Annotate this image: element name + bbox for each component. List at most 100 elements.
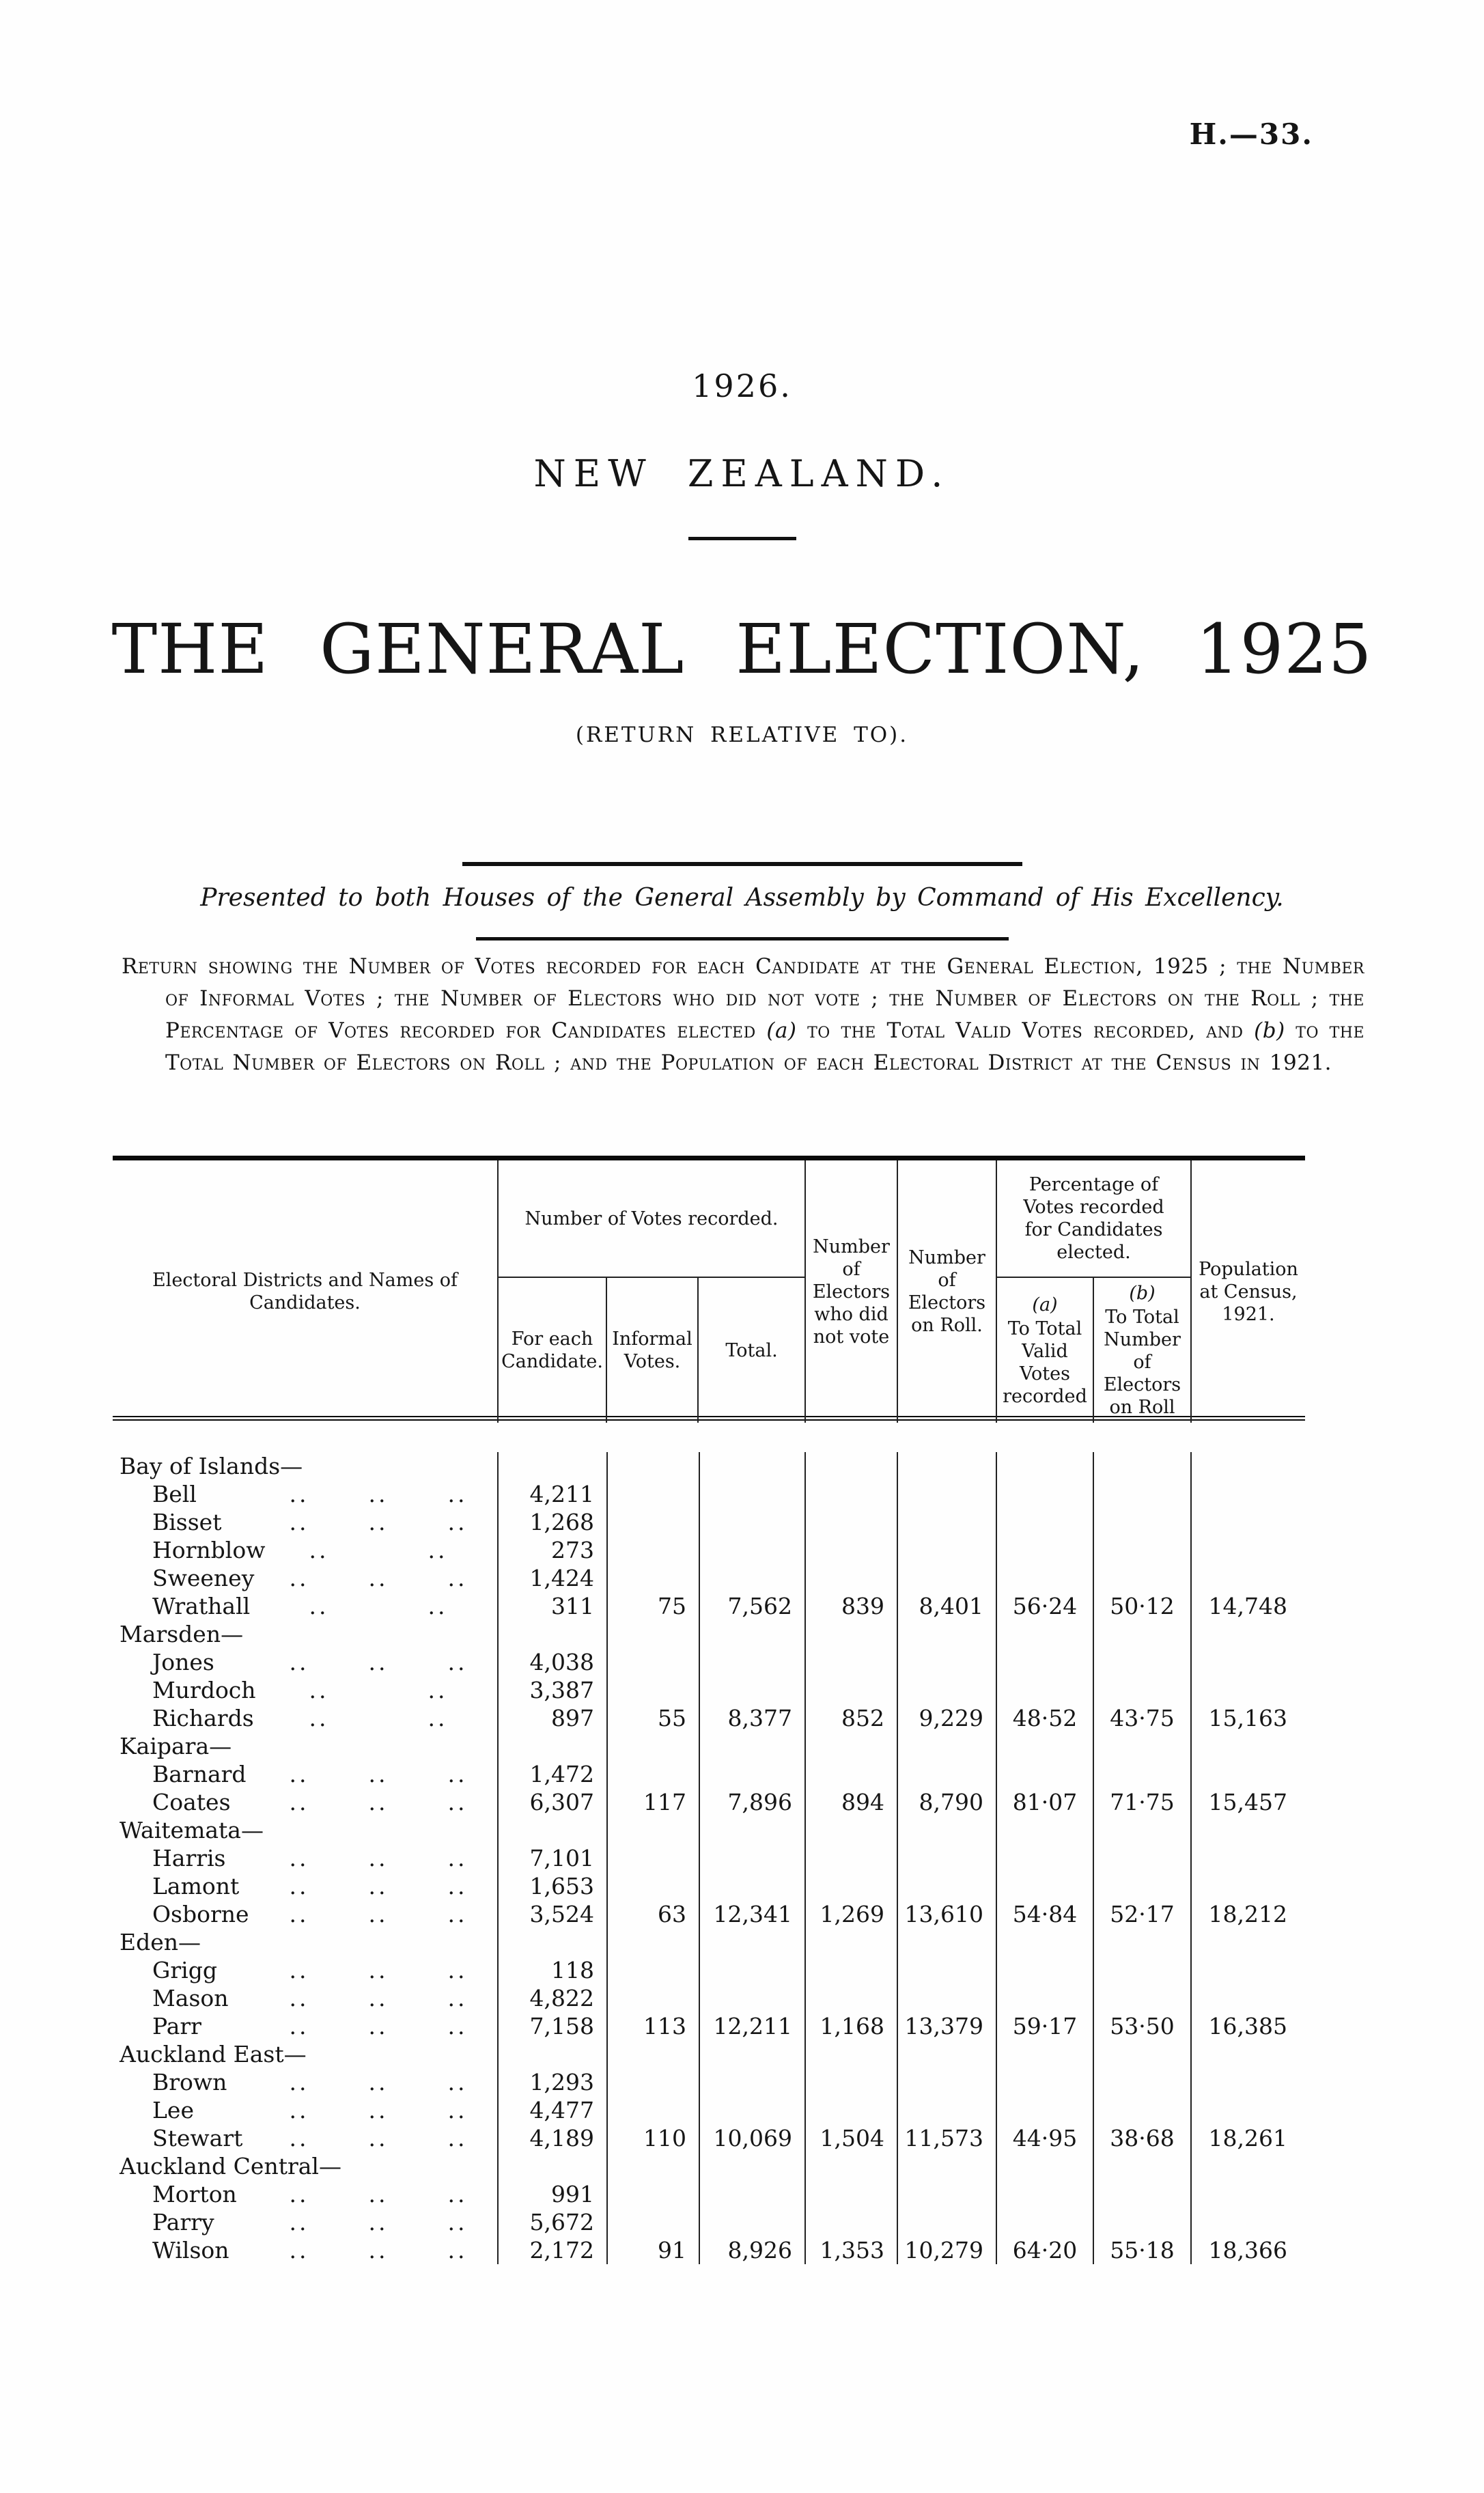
informal-votes-cell: [608, 1536, 700, 1564]
electors-on-roll-cell: 10,279: [898, 2236, 997, 2264]
informal-votes-cell: [608, 1928, 700, 1956]
pct-roll-cell: [1094, 1928, 1192, 1956]
dot-leader: ..: [447, 1873, 468, 1899]
population-cell: [1192, 2068, 1305, 2096]
dot-leader: ..: [447, 2181, 468, 2208]
dot-leader: ..: [428, 1537, 448, 1563]
electors-on-roll-cell: 9,229: [898, 1704, 997, 1732]
header-pct-valid: (a) To Total Valid Votes recorded: [997, 1278, 1094, 1423]
pct-valid-votes-cell: 56·24: [997, 1592, 1094, 1620]
total-votes-cell: [700, 2096, 806, 2124]
informal-votes-cell: [608, 1844, 700, 1872]
pct-valid-votes-cell: 44·95: [997, 2124, 1094, 2152]
informal-votes-cell: 110: [608, 2124, 700, 2152]
candidate-row: Jones...... 4,038: [113, 1648, 1305, 1676]
votes-cell: 3,387: [499, 1676, 608, 1704]
electors-on-roll-cell: [898, 1508, 997, 1536]
district-name-cell: Bay of Islands—: [113, 1452, 499, 1480]
total-votes-cell: [700, 2208, 806, 2236]
dot-leader: ..: [447, 1985, 468, 2011]
name-text: Waitemata—: [120, 1817, 264, 1843]
name-text: Harris: [152, 1845, 226, 1871]
total-votes-cell: [700, 1648, 806, 1676]
dot-leader: ..: [289, 2181, 309, 2208]
dot-leader: ..: [309, 1537, 329, 1563]
pct-roll-cell: 52·17: [1094, 1900, 1192, 1928]
electors-on-roll-cell: [898, 1452, 997, 1480]
district-row: Auckland Central—: [113, 2152, 1305, 2180]
did-not-vote-cell: [806, 1816, 898, 1844]
informal-votes-cell: 91: [608, 2236, 700, 2264]
header-not-vote-label: Number of Electors who did not vote: [812, 1236, 891, 1348]
population-cell: [1192, 1732, 1305, 1760]
candidate-name-cell: Bell......: [113, 1480, 499, 1508]
votes-cell: 311: [499, 1592, 608, 1620]
did-not-vote-cell: 1,269: [806, 1900, 898, 1928]
candidate-row: Richards.... 897 55 8,377 852 9,229 48·52 43·75…: [113, 1704, 1305, 1732]
population-cell: 18,366: [1208, 2237, 1287, 2264]
population-cell: [1192, 1452, 1305, 1480]
name-text: Bisset: [152, 1509, 222, 1535]
candidate-row: Bisset...... 1,268: [113, 1508, 1305, 1536]
did-not-vote-cell: [806, 1648, 898, 1676]
name-text: Eden—: [120, 1929, 201, 1955]
dot-leader: ..: [368, 1845, 389, 1871]
name-text: Barnard: [152, 1761, 247, 1787]
candidate-row: Murdoch.... 3,387: [113, 1676, 1305, 1704]
dot-leader: ..: [447, 1649, 468, 1675]
electors-on-roll-cell: [898, 1872, 997, 1900]
name-text: Lamont: [152, 1873, 240, 1899]
candidate-row: Wilson...... 2,172 91 8,926 1,353 10,279 64·20…: [113, 2236, 1305, 2264]
informal-votes-cell: [608, 1508, 700, 1536]
votes-cell: 2,172: [499, 2236, 608, 2264]
informal-votes-cell: [608, 1564, 700, 1592]
name-text: Sweeney: [152, 1565, 255, 1591]
electors-on-roll-cell: [898, 2096, 997, 2124]
electors-on-roll-cell: [898, 2180, 997, 2208]
name-text: Auckland East—: [120, 2041, 307, 2067]
dot-leader: ..: [368, 1789, 389, 1815]
candidate-row: Coates...... 6,307 117 7,896 894 8,790 81·07 71…: [113, 1788, 1305, 1816]
candidate-row: Stewart...... 4,189 110 10,069 1,504 11,573 44…: [113, 2124, 1305, 2152]
population-cell: 14,748: [1208, 1593, 1287, 1619]
electors-on-roll-cell: 11,573: [898, 2124, 997, 2152]
electors-on-roll-cell: [898, 1648, 997, 1676]
dot-leader: ..: [289, 2237, 309, 2264]
dot-leader: ..: [289, 1957, 309, 1983]
population-cell: [1192, 1872, 1305, 1900]
dot-leader: ..: [368, 1565, 389, 1591]
population-cell: 18,261: [1208, 2125, 1287, 2151]
dot-leader: ..: [447, 2125, 468, 2151]
dot-leader: ..: [368, 2069, 389, 2095]
votes-cell: 7,101: [499, 1844, 608, 1872]
header-not-vote: Number of Electors who did not vote: [806, 1160, 898, 1423]
pct-roll-cell: [1094, 2040, 1192, 2068]
total-votes-cell: [700, 1956, 806, 1984]
informal-votes-cell: [608, 1452, 700, 1480]
pct-valid-votes-cell: [997, 1676, 1094, 1704]
total-votes-cell: [700, 1984, 806, 2012]
did-not-vote-cell: 839: [806, 1592, 898, 1620]
dot-leader: ..: [447, 1509, 468, 1535]
population-cell: 16,385: [1208, 2013, 1287, 2039]
informal-votes-cell: [608, 2180, 700, 2208]
candidate-name-cell: Wrathall....: [113, 1592, 499, 1620]
total-votes-cell: [700, 1760, 806, 1788]
population-cell: [1192, 1928, 1305, 1956]
masthead-country: NEW ZEALAND.: [533, 452, 951, 495]
population-cell: [1192, 1676, 1305, 1704]
electors-on-roll-cell: [898, 1816, 997, 1844]
pct-valid-votes-cell: [997, 1452, 1094, 1480]
candidate-row: Parr...... 7,158 113 12,211 1,168 13,379 59·17…: [113, 2012, 1305, 2040]
pct-roll-cell: 55·18: [1094, 2236, 1192, 2264]
informal-votes-cell: 113: [608, 2012, 700, 2040]
dot-leader: ..: [368, 2209, 389, 2236]
informal-votes-cell: 75: [608, 1592, 700, 1620]
dot-leader: ..: [289, 1649, 309, 1675]
informal-votes-cell: [608, 1676, 700, 1704]
total-votes-cell: 12,211: [700, 2012, 806, 2040]
dot-leader: ..: [309, 1593, 329, 1619]
candidate-row: Barnard...... 1,472: [113, 1760, 1305, 1788]
votes-cell: 897: [499, 1704, 608, 1732]
pct-roll-cell: [1094, 1732, 1192, 1760]
